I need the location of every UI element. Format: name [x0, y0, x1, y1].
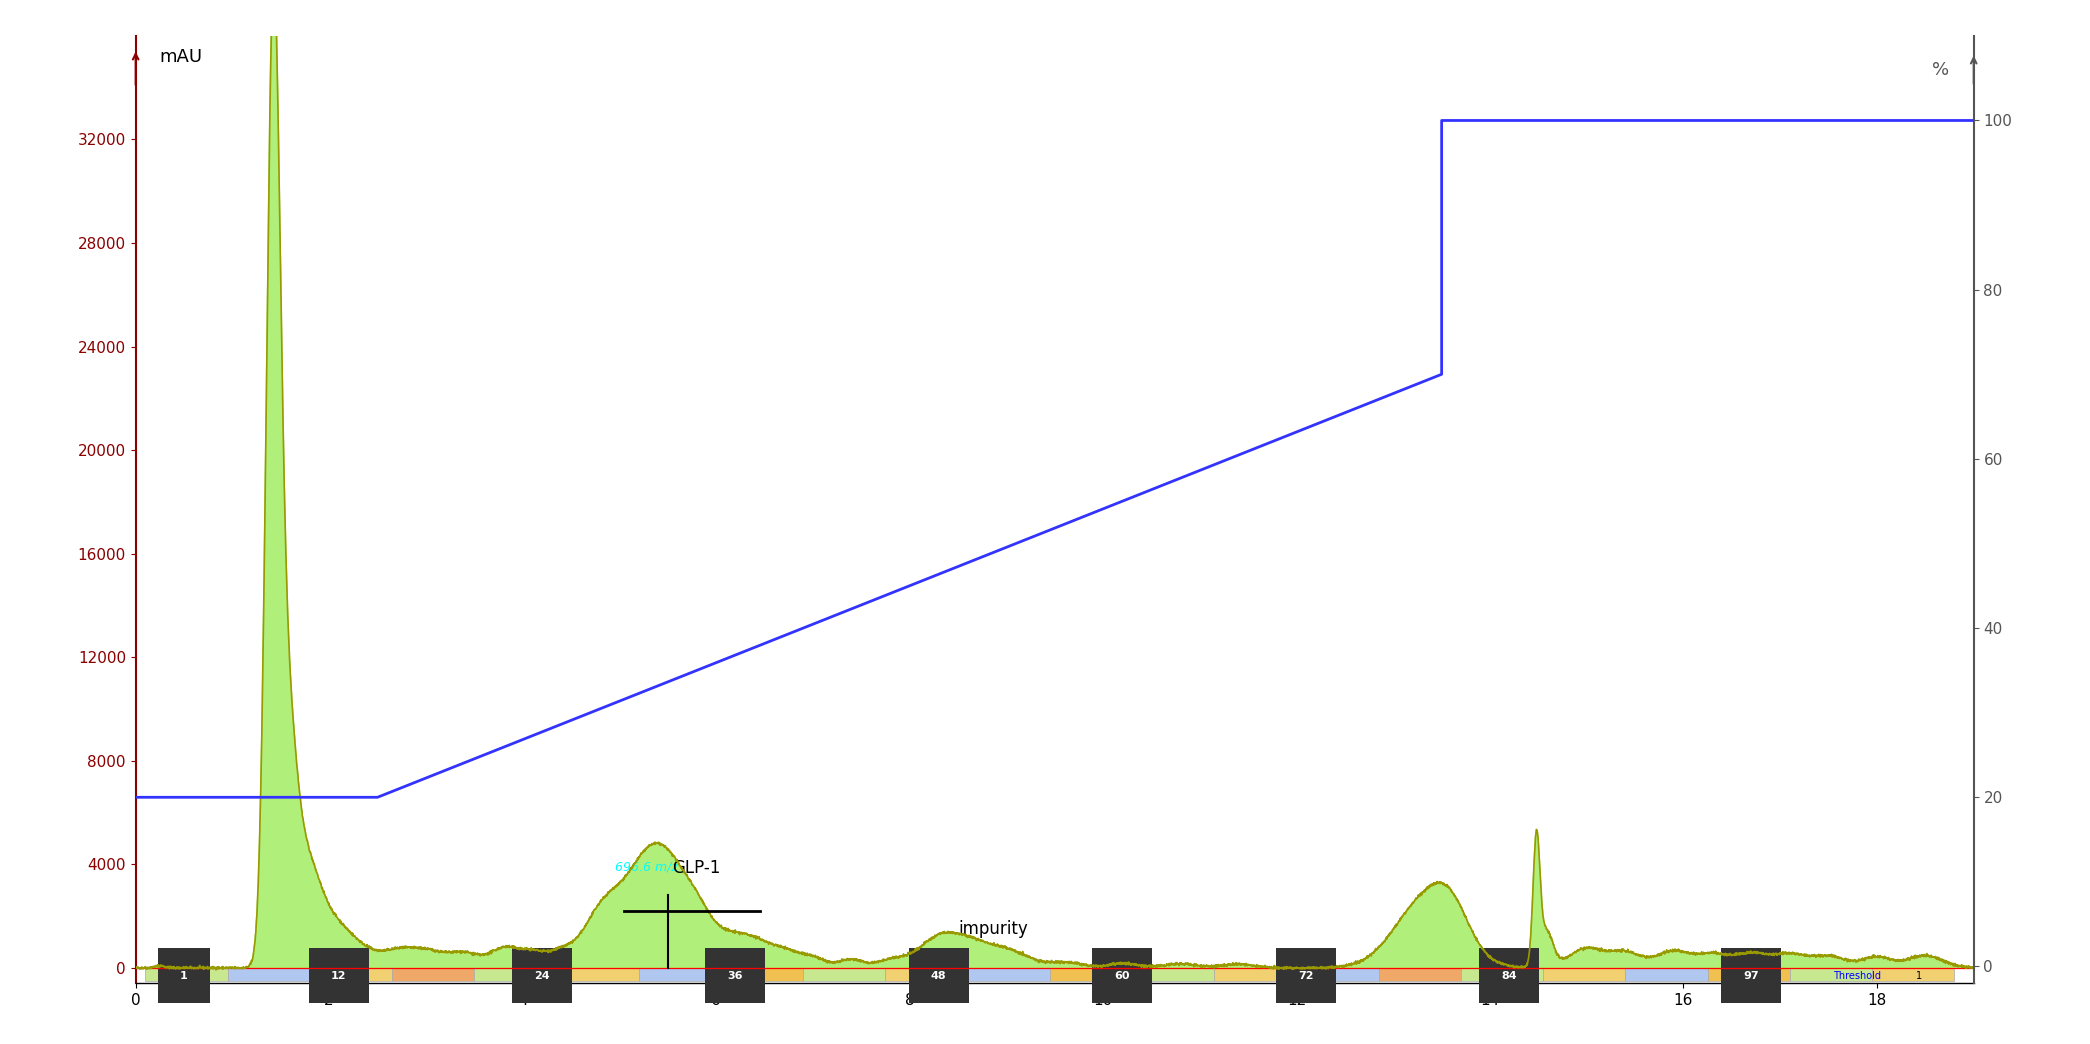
Text: 60: 60	[1114, 971, 1131, 980]
Bar	[474, 969, 556, 980]
Bar	[1873, 969, 1954, 980]
Bar	[393, 969, 474, 980]
Text: 24: 24	[535, 971, 550, 980]
Text: 696.6 m/z: 696.6 m/z	[614, 860, 677, 874]
Text: 12: 12	[330, 971, 347, 980]
Bar	[1214, 969, 1296, 980]
Text: mAU: mAU	[159, 48, 203, 66]
Bar	[228, 969, 309, 980]
Bar	[1708, 969, 1789, 980]
Bar	[309, 969, 393, 980]
Bar	[1379, 969, 1461, 980]
Bar	[1461, 969, 1542, 980]
Bar	[1133, 969, 1214, 980]
Text: 84: 84	[1501, 971, 1517, 980]
Text: 36: 36	[727, 971, 744, 980]
Bar	[1626, 969, 1708, 980]
Bar	[886, 969, 968, 980]
Bar	[1296, 969, 1379, 980]
Bar	[803, 969, 886, 980]
Text: 1: 1	[1917, 971, 1923, 980]
Bar	[640, 969, 721, 980]
Text: 48: 48	[930, 971, 947, 980]
Bar	[1542, 969, 1626, 980]
Bar	[146, 969, 228, 980]
Bar	[721, 969, 803, 980]
Text: Threshold: Threshold	[1833, 971, 1881, 980]
Text: GLP-1: GLP-1	[673, 859, 721, 877]
Text: 1: 1	[180, 971, 188, 980]
Bar	[1049, 969, 1133, 980]
Text: impurity: impurity	[957, 920, 1028, 939]
Text: 97: 97	[1743, 971, 1760, 980]
Text: %: %	[1933, 61, 1950, 78]
Bar	[1789, 969, 1873, 980]
Bar	[968, 969, 1049, 980]
Bar	[556, 969, 640, 980]
Text: 72: 72	[1298, 971, 1315, 980]
